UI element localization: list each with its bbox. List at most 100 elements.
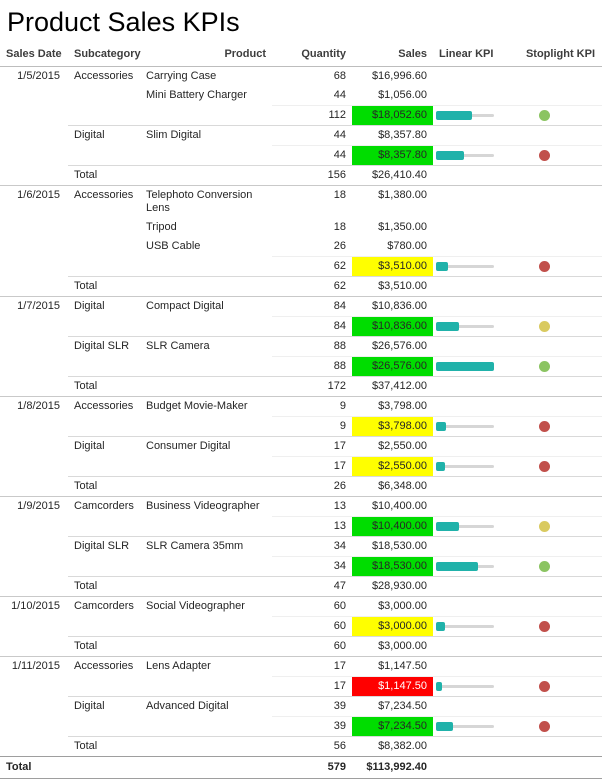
sales-cell: $1,350.00 xyxy=(378,221,427,233)
subtotal-quantity-cell: 88 xyxy=(272,356,352,377)
product-row: Digital Slim Digital 44 $8,357.80 xyxy=(0,125,602,146)
group-total-quantity: 60 xyxy=(272,636,352,657)
stoplight-kpi-cell xyxy=(497,656,602,677)
group-total-quantity: 56 xyxy=(272,736,352,757)
group-total-sales: $37,412.00 xyxy=(352,376,433,397)
sales-date-cell: 1/9/2015 xyxy=(0,496,68,517)
subcategory-cell: Camcorders xyxy=(68,596,140,617)
stoplight-kpi-cell xyxy=(497,296,602,317)
sales-cell: $1,147.50 xyxy=(352,656,433,677)
quantity-cell: 44 xyxy=(333,89,346,101)
product-cell: Social Videographer xyxy=(140,596,272,617)
subtotal-row: 112 $18,052.60 xyxy=(0,105,602,126)
subtotal-row: 60 $3,000.00 xyxy=(0,616,602,637)
sales-cell: $780.00 xyxy=(387,240,427,252)
grand-total-sales: $113,992.40 xyxy=(352,756,433,779)
linear-kpi-cell xyxy=(433,86,497,106)
product-cell xyxy=(140,146,272,166)
subcategory-cell: Accessories xyxy=(68,396,140,417)
product-cell xyxy=(140,457,272,477)
sales-date-cell xyxy=(0,417,68,437)
linear-kpi-cell xyxy=(433,516,497,537)
kpi-table: Sales Date Subcategory Product Quantity … xyxy=(0,44,602,779)
subtotal-quantity-cell: 13 xyxy=(272,516,352,537)
subtotal-row: 84 $10,836.00 xyxy=(0,316,602,337)
stoplight-indicator-icon xyxy=(539,460,550,472)
stoplight-kpi-cell xyxy=(497,376,602,397)
stoplight-indicator-icon xyxy=(539,149,550,161)
grand-total-section: Total 579 $113,992.40 xyxy=(0,756,602,779)
gauge-fill-bar xyxy=(436,462,445,471)
stoplight-indicator-icon xyxy=(539,680,550,692)
sales-date-cell xyxy=(0,537,68,557)
linear-kpi-gauge xyxy=(436,462,494,471)
group-total-label: Total xyxy=(68,636,140,657)
subcategory-cell: Digital xyxy=(68,436,140,457)
sales-cell: $10,400.00 xyxy=(352,496,433,517)
sales-date-cell xyxy=(0,218,68,237)
sales-date-cell xyxy=(0,637,68,657)
stoplight-kpi-cell xyxy=(497,396,602,417)
group-total-label: Total xyxy=(68,165,140,186)
group-total-row: Total 56 $8,382.00 xyxy=(0,736,602,757)
group-total-sales: $3,510.00 xyxy=(352,276,433,297)
stoplight-indicator-icon xyxy=(539,620,550,632)
subtotal-quantity-cell: 112 xyxy=(272,105,352,126)
group-total-row: Total 156 $26,410.40 xyxy=(0,165,602,186)
linear-kpi-gauge xyxy=(436,151,494,160)
subtotal-row: 9 $3,798.00 xyxy=(0,416,602,437)
subcategory-cell: Digital xyxy=(68,296,140,317)
product-row: 1/8/2015 Accessories Budget Movie-Maker 9 $3… xyxy=(0,396,602,417)
grand-total-quantity: 579 xyxy=(272,756,352,779)
sales-cell: $8,357.80 xyxy=(352,125,433,146)
stoplight-kpi-cell xyxy=(497,256,602,277)
product-row: USB Cable 26 $780.00 xyxy=(0,237,602,257)
product-cell: Budget Movie-Maker xyxy=(140,396,272,417)
stoplight-kpi-cell xyxy=(497,616,602,637)
subtotal-row: 17 $1,147.50 xyxy=(0,676,602,697)
linear-kpi-cell xyxy=(433,237,497,257)
sales-cell: $18,530.00 xyxy=(352,536,433,557)
subcategory-cell xyxy=(68,237,140,257)
sales-date-cell xyxy=(0,106,68,126)
quantity-cell: 34 xyxy=(272,536,352,557)
sales-date-cell xyxy=(0,677,68,697)
subcategory-cell: Digital xyxy=(68,696,140,717)
stoplight-kpi-cell xyxy=(497,556,602,577)
product-cell: Consumer Digital xyxy=(140,436,272,457)
subcategory-cell: Accessories xyxy=(68,66,140,86)
stoplight-kpi-cell xyxy=(497,276,602,297)
gauge-fill-bar xyxy=(436,362,494,371)
group-total-row: Total 172 $37,412.00 xyxy=(0,376,602,397)
linear-kpi-cell xyxy=(433,125,497,146)
stoplight-kpi-cell xyxy=(497,165,602,186)
sales-date-cell xyxy=(0,377,68,397)
linear-kpi-gauge xyxy=(436,111,494,120)
sales-kpi-cell: $2,550.00 xyxy=(352,456,433,477)
stoplight-kpi-cell xyxy=(497,536,602,557)
sales-kpi-cell: $3,510.00 xyxy=(352,256,433,277)
linear-kpi-cell xyxy=(433,145,497,166)
stoplight-indicator-icon xyxy=(539,109,550,121)
subtotal-quantity-cell: 44 xyxy=(272,145,352,166)
stoplight-indicator-icon xyxy=(539,260,550,272)
product-cell: Compact Digital xyxy=(140,296,272,317)
product-cell: SLR Camera 35mm xyxy=(140,536,272,557)
group-total-row: Total 60 $3,000.00 xyxy=(0,636,602,657)
product-cell xyxy=(140,576,272,597)
product-row: Digital SLR SLR Camera 35mm 34 $18,530.00 xyxy=(0,536,602,557)
product-cell: Telephoto Conversion Lens xyxy=(140,185,272,218)
linear-kpi-cell xyxy=(433,376,497,397)
column-header-linear-kpi: Linear KPI xyxy=(433,44,497,67)
group-total-label: Total xyxy=(68,276,140,297)
sales-date-cell xyxy=(0,237,68,257)
grand-total-label: Total xyxy=(0,756,68,779)
linear-kpi-gauge xyxy=(436,562,494,571)
linear-kpi-cell xyxy=(433,396,497,417)
quantity-cell: 84 xyxy=(272,296,352,317)
subtotal-quantity-cell: 17 xyxy=(272,456,352,477)
product-row: Tripod 18 $1,350.00 xyxy=(0,218,602,237)
quantity-cell: 44 xyxy=(272,125,352,146)
subcategory-cell xyxy=(68,317,140,337)
stoplight-indicator-icon xyxy=(539,720,550,732)
